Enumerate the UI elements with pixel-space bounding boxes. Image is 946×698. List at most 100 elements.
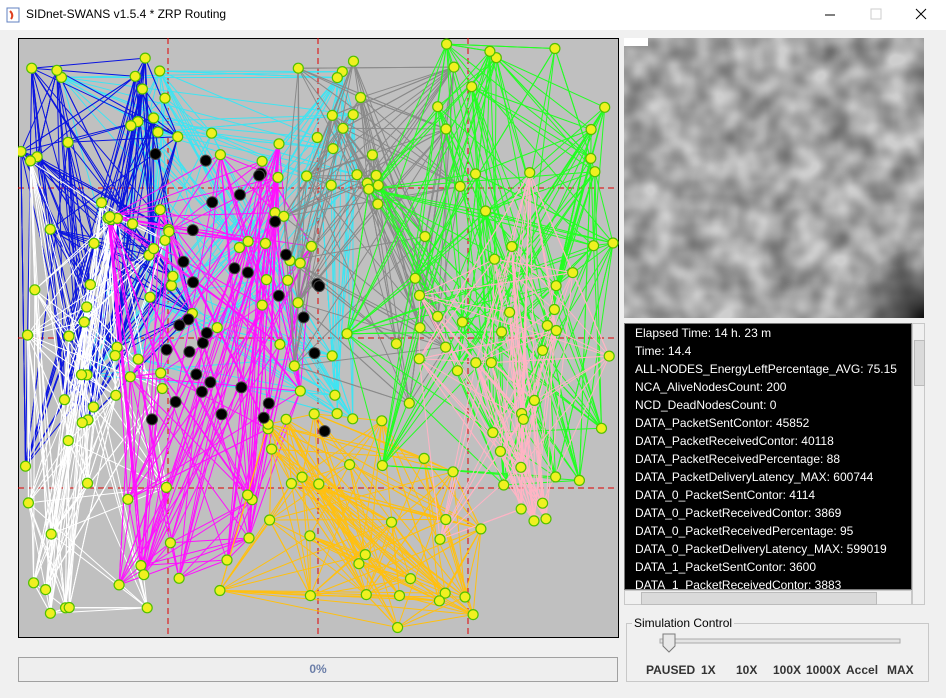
edge	[419, 330, 557, 360]
node	[305, 240, 317, 252]
stat-line: DATA_PacketReceivedPercentage: 88	[635, 452, 841, 466]
edge	[381, 44, 448, 466]
edge	[301, 413, 315, 478]
edge	[168, 160, 263, 232]
edge	[546, 158, 592, 326]
edge	[353, 61, 426, 237]
edge	[331, 115, 421, 328]
node	[347, 55, 360, 67]
edge	[471, 86, 494, 433]
node	[124, 371, 136, 383]
slider-thumb[interactable]	[662, 633, 676, 653]
scroll-thumb[interactable]	[914, 340, 925, 386]
node	[259, 237, 271, 249]
edge	[461, 321, 494, 433]
edge	[418, 358, 535, 522]
node	[494, 445, 506, 457]
node	[413, 353, 425, 365]
edge	[293, 175, 308, 366]
edge	[171, 285, 218, 328]
node	[51, 64, 63, 76]
edge	[27, 239, 166, 336]
edge	[381, 210, 486, 466]
edge	[313, 413, 366, 555]
speed-slider[interactable]	[640, 632, 910, 654]
edge	[414, 210, 486, 279]
node	[326, 109, 338, 122]
node	[308, 408, 320, 420]
node-active	[196, 336, 209, 349]
edge	[116, 58, 146, 348]
node	[274, 338, 286, 350]
edge	[27, 335, 66, 608]
node	[81, 301, 93, 313]
node	[451, 365, 463, 377]
node-active	[200, 327, 213, 339]
vertical-scrollbar[interactable]	[912, 323, 925, 605]
edge	[267, 424, 292, 484]
node-active	[253, 169, 266, 182]
edge	[68, 374, 82, 608]
edge	[267, 423, 425, 459]
node-active	[206, 196, 219, 209]
node	[467, 608, 479, 621]
edge	[437, 106, 463, 323]
node-active	[257, 411, 270, 424]
speed-label: 10X	[736, 663, 758, 677]
edge	[471, 86, 592, 159]
edge	[395, 343, 410, 404]
edge	[555, 242, 614, 478]
edge	[306, 174, 377, 177]
node	[280, 413, 292, 425]
edge	[309, 535, 466, 598]
node	[376, 415, 388, 427]
close-button[interactable]	[915, 8, 927, 20]
node	[256, 299, 268, 311]
maximize-button[interactable]	[870, 8, 882, 20]
edge	[437, 106, 476, 175]
node	[376, 459, 388, 472]
edge	[285, 419, 399, 628]
edge	[314, 413, 425, 459]
edge	[299, 66, 455, 264]
edge	[298, 67, 461, 187]
edge	[495, 57, 596, 173]
node	[414, 322, 426, 334]
edge	[33, 582, 51, 614]
edge	[360, 66, 455, 98]
edge	[529, 172, 557, 331]
node	[163, 226, 175, 238]
edge	[475, 173, 602, 429]
title-bar: SIDnet-SWANS v1.5.4 * ZRP Routing	[0, 0, 946, 30]
stat-line: DATA_0_PacketSentContor: 4114	[635, 488, 816, 502]
node	[573, 474, 586, 486]
edge	[86, 306, 163, 389]
edge	[346, 277, 416, 335]
edge	[28, 502, 148, 609]
edge	[29, 160, 148, 608]
control-title: Simulation Control	[632, 616, 735, 630]
edge	[439, 466, 522, 540]
node-active	[182, 313, 195, 326]
edge	[129, 376, 171, 543]
node	[432, 310, 444, 322]
node	[515, 461, 527, 473]
node-active	[183, 345, 196, 358]
node	[440, 341, 452, 353]
node	[288, 360, 300, 372]
edge	[522, 272, 574, 420]
edge	[346, 57, 497, 334]
edge	[462, 171, 596, 323]
edge	[298, 67, 361, 98]
edge	[68, 306, 88, 337]
node	[87, 401, 100, 413]
edge	[143, 542, 171, 576]
scroll-thumb[interactable]	[641, 592, 877, 605]
slider-track	[659, 638, 901, 644]
edge	[109, 176, 279, 218]
node-active	[177, 255, 190, 268]
edge	[485, 210, 557, 287]
edge	[485, 210, 503, 332]
horizontal-scrollbar[interactable]	[624, 590, 912, 605]
edge	[475, 362, 522, 510]
